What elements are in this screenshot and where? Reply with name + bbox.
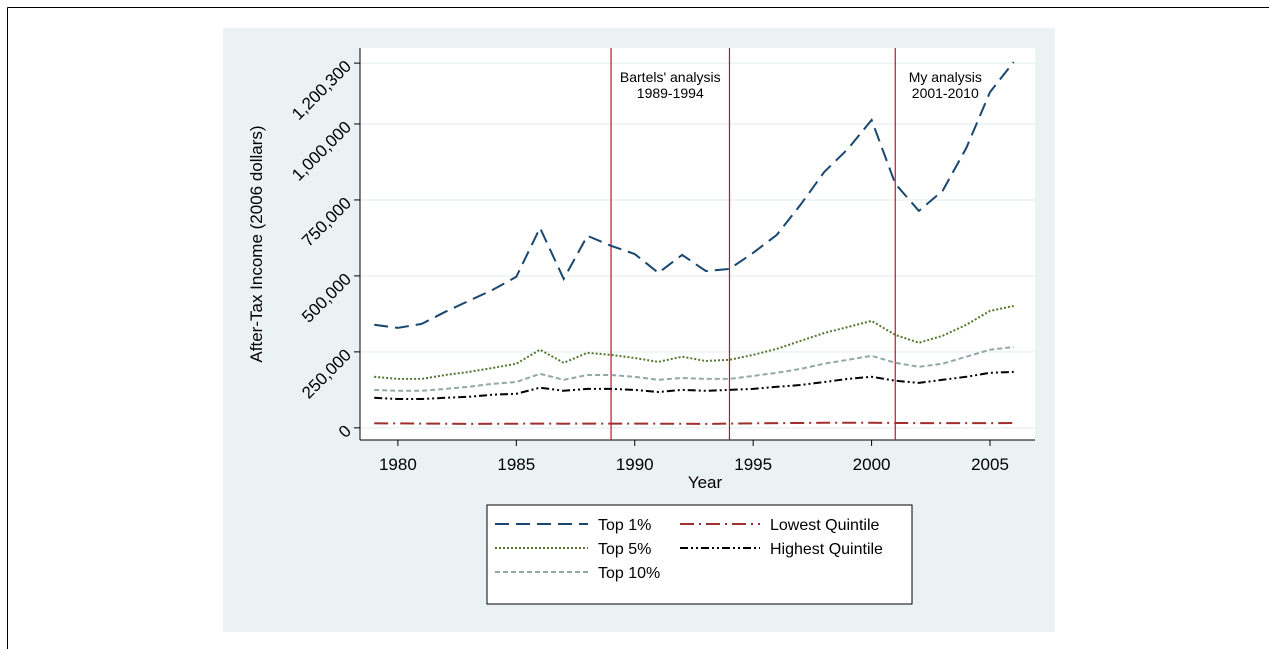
annotation: Bartels' analysis (620, 69, 721, 85)
x-axis-title: Year (688, 473, 723, 492)
x-tick-label: 1990 (616, 455, 654, 474)
legend-label: Top 10% (598, 565, 660, 582)
legend (486, 504, 913, 605)
series-line (374, 370, 1014, 400)
series-line (374, 346, 1014, 392)
plot-region (360, 48, 1035, 440)
legend-label: Top 1% (598, 517, 651, 534)
annotation: My analysis (909, 69, 982, 85)
x-tick-label: 2000 (853, 455, 891, 474)
x-tick-label: 1985 (497, 455, 535, 474)
legend-label: Highest Quintile (770, 541, 883, 558)
series-line (374, 421, 1014, 425)
series-line (374, 61, 1015, 329)
annotation: 1989-1994 (637, 85, 704, 101)
x-tick-label: 1995 (734, 455, 772, 474)
x-tick-label: 2005 (971, 455, 1009, 474)
annotation: 2001-2010 (912, 85, 979, 101)
x-tick-label: 1980 (379, 455, 417, 474)
y-axis-title: After-Tax Income (2006 dollars) (247, 125, 266, 362)
legend-label: Top 5% (598, 541, 651, 558)
legend-label: Lowest Quintile (770, 517, 879, 534)
